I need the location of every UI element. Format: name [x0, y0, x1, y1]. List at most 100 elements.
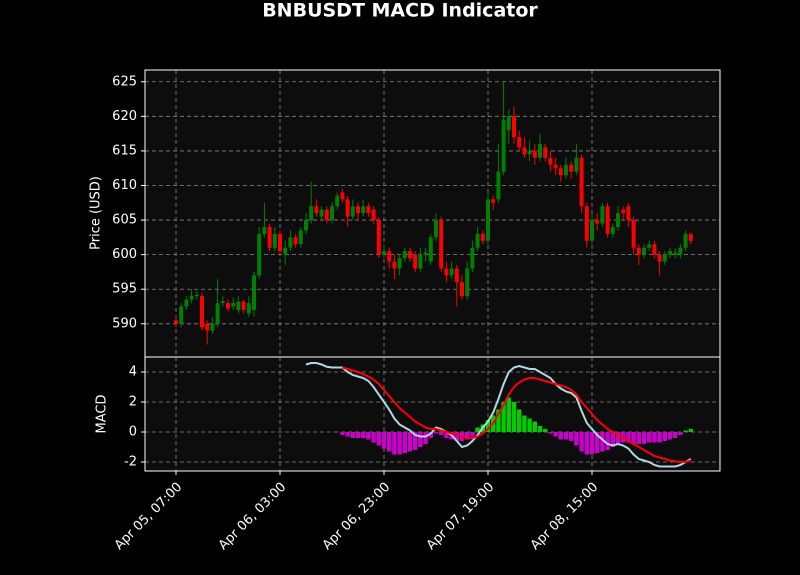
candle-body [548, 157, 553, 165]
histogram-bar [595, 432, 600, 453]
candle-body [543, 147, 548, 158]
panel-frame [144, 356, 721, 472]
candle-body [517, 137, 522, 148]
candle-body [174, 320, 178, 324]
candle-body [501, 119, 506, 172]
candle-body [293, 237, 298, 245]
candle-body [631, 220, 636, 248]
histogram-bar [558, 432, 563, 440]
candle-body [460, 282, 464, 297]
histogram-bar [433, 432, 439, 434]
histogram-bar [392, 432, 397, 455]
candle-body [584, 206, 589, 241]
candle-body [475, 233, 480, 248]
candle-body [330, 206, 334, 221]
candle-body [298, 230, 303, 245]
candle-body [304, 220, 308, 231]
candle-body [288, 237, 293, 248]
candle-body [200, 296, 204, 328]
candle-body [267, 226, 272, 248]
histogram-bar [465, 432, 470, 440]
candle-body [688, 233, 693, 241]
candle-body [392, 261, 397, 269]
candle-body [226, 303, 230, 309]
candle-body [272, 233, 277, 248]
candle-body [262, 226, 267, 234]
candle-body [350, 206, 355, 217]
y-tick-label: 0 [129, 425, 137, 440]
histogram-bar [678, 432, 683, 435]
candle-body [449, 268, 454, 276]
candle-body [454, 268, 459, 283]
y-axis-label: Price (USD) [89, 176, 104, 250]
candle-body [335, 195, 340, 207]
candle-body [210, 323, 215, 331]
histogram-bar [563, 432, 569, 440]
histogram-bar [600, 432, 605, 452]
candle-body [480, 233, 485, 241]
candle-body [642, 247, 646, 255]
histogram-bar [376, 432, 381, 446]
histogram-bar [641, 432, 647, 444]
candle-body [215, 303, 220, 324]
histogram-bar [444, 432, 449, 438]
histogram-bar [652, 432, 657, 443]
candle-body [241, 301, 246, 310]
histogram-bar [569, 432, 574, 441]
candle-body [397, 258, 402, 269]
candle-body [595, 220, 600, 224]
macd-line [342, 366, 692, 463]
candle-body [257, 233, 262, 276]
histogram-bar [350, 432, 355, 438]
histogram-bar [413, 432, 418, 450]
histogram-bar [548, 432, 553, 434]
y-tick-label: 620 [112, 109, 137, 124]
histogram-bar [543, 429, 548, 432]
histogram-bar [475, 427, 480, 432]
y-tick-label: 625 [112, 74, 137, 89]
histogram-bar [636, 432, 641, 444]
candle-body [345, 199, 350, 217]
candle-body [673, 252, 678, 255]
candle-body [657, 254, 662, 262]
candle-body [236, 301, 241, 310]
histogram-bar [439, 432, 444, 435]
histogram-bar [673, 432, 678, 438]
histogram-bar [532, 421, 537, 432]
candle-body [486, 199, 490, 241]
candle-body [324, 209, 329, 221]
histogram-bar [517, 409, 522, 432]
histogram-bar [657, 432, 662, 443]
candle-body [361, 206, 366, 214]
candle-body [179, 306, 184, 324]
histogram-bar [361, 432, 366, 438]
candle-body [439, 220, 444, 269]
candle-body [506, 116, 511, 131]
y-tick-label: -2 [124, 455, 137, 470]
candle-body [605, 206, 610, 234]
candle-body [252, 275, 256, 310]
candle-body [382, 251, 386, 255]
candle-body [371, 209, 376, 221]
histogram-bar [366, 432, 371, 440]
candle-body [636, 247, 641, 255]
histogram-bar [537, 426, 543, 432]
candle-body [522, 147, 527, 155]
candle-body [319, 209, 324, 217]
y-tick-label: 590 [112, 316, 137, 331]
y-tick-label: 610 [112, 178, 137, 193]
histogram-bar [647, 432, 652, 443]
candle-body [579, 157, 584, 207]
candle-body [387, 251, 392, 262]
candle-body [231, 303, 236, 307]
histogram-bar [626, 432, 631, 443]
x-tick-label: Apr 08, 15:00 [528, 480, 601, 553]
chart-title: BNBUSDT MACD Indicator [262, 0, 538, 22]
candle-body [278, 233, 282, 252]
x-tick-label: Apr 05, 07:00 [112, 480, 185, 553]
histogram-bar [615, 432, 621, 444]
histogram-bar [485, 420, 491, 432]
histogram-bar [454, 432, 459, 441]
y-tick-label: 2 [129, 395, 137, 410]
